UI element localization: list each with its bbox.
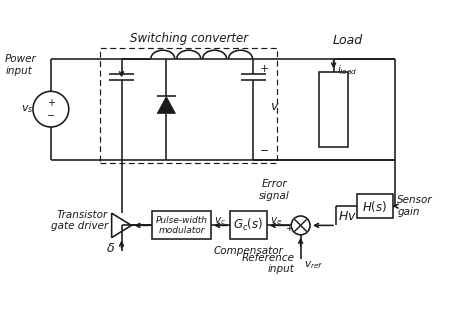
Text: $v_e$: $v_e$ xyxy=(270,215,282,227)
Text: $G_c(s)$: $G_c(s)$ xyxy=(233,217,264,234)
Text: $v_s$: $v_s$ xyxy=(21,103,34,115)
Text: +: + xyxy=(47,98,55,108)
Text: $v$: $v$ xyxy=(270,100,280,113)
Bar xyxy=(357,194,392,218)
Text: $i_{load}$: $i_{load}$ xyxy=(337,64,358,77)
Bar xyxy=(230,211,267,240)
Text: Pulse-width
modulator: Pulse-width modulator xyxy=(155,216,208,235)
Text: Switching converter: Switching converter xyxy=(129,32,248,45)
Text: Compensator: Compensator xyxy=(213,246,283,256)
Text: −: − xyxy=(47,111,55,121)
Polygon shape xyxy=(157,96,175,113)
Text: $Hv$: $Hv$ xyxy=(338,210,357,222)
Text: Transistor
gate driver: Transistor gate driver xyxy=(51,210,108,232)
Text: −: − xyxy=(260,146,269,156)
Bar xyxy=(100,48,277,163)
Text: δ: δ xyxy=(107,242,115,255)
Text: Power
input: Power input xyxy=(5,54,37,76)
Bar xyxy=(319,72,348,147)
Text: $v_{ref}$: $v_{ref}$ xyxy=(304,259,323,271)
Text: Sensor
gain: Sensor gain xyxy=(397,195,433,217)
Text: Load: Load xyxy=(333,34,363,47)
Text: +: + xyxy=(285,224,292,233)
Text: $H(s)$: $H(s)$ xyxy=(362,199,387,214)
Text: Reference
input: Reference input xyxy=(242,252,295,274)
Text: Error
signal: Error signal xyxy=(259,179,290,201)
Text: $v_c$: $v_c$ xyxy=(214,215,226,227)
Text: +: + xyxy=(260,64,269,74)
Bar xyxy=(152,211,211,240)
